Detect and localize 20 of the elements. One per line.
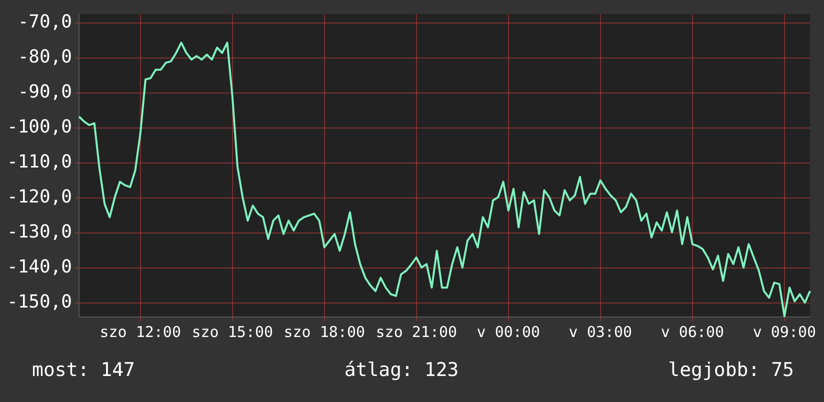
x-tick-label: szo 15:00 — [192, 322, 274, 341]
y-tick-label: -80,0 — [18, 46, 72, 68]
y-tick-label: -120,0 — [6, 186, 72, 208]
x-tick-label: v 09:00 — [752, 322, 816, 341]
text: átlag: 123 — [344, 359, 459, 381]
x-tick-label: szo 12:00 — [100, 322, 182, 341]
y-tick-label: -90,0 — [18, 81, 72, 102]
y-tick-label: -70,0 — [18, 11, 72, 32]
y-tick-label: -140,0 — [6, 256, 72, 278]
x-tick-label: v 03:00 — [568, 322, 632, 341]
x-tick-label: szo 18:00 — [284, 322, 366, 341]
x-tick-label: v 06:00 — [660, 322, 724, 341]
y-tick-label: -150,0 — [6, 292, 72, 313]
y-tick-label: -110,0 — [6, 152, 72, 173]
x-tick-label: v 00:00 — [476, 322, 540, 341]
text: most: 147 — [32, 359, 135, 381]
y-tick-label: -100,0 — [6, 116, 72, 138]
y-tick-label: -130,0 — [6, 222, 72, 243]
text: legjobb: 75 — [668, 359, 794, 381]
x-tick-label: szo 21:00 — [376, 322, 458, 341]
